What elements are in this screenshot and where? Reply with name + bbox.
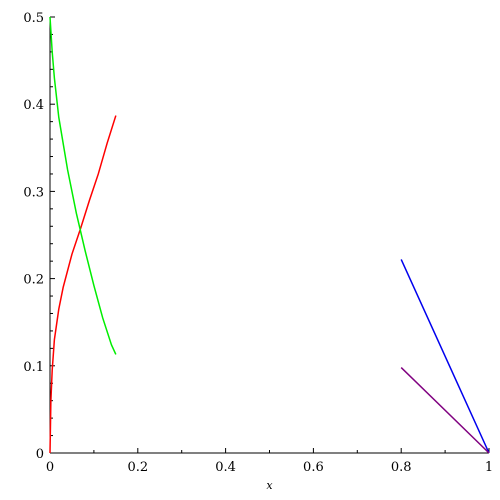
y-tick-label: 0.5 [23, 11, 44, 26]
series-line [400, 259, 490, 454]
x-tick-label: 0.6 [303, 460, 324, 475]
x-tick-label: 0 [46, 460, 54, 475]
y-ticks: 0 0.1 0.2 0.3 0.4 0.5 [23, 11, 55, 462]
x-ticks: 0 0.2 0.4 0.6 0.8 1 [46, 448, 493, 475]
x-tick-label: 1 [485, 460, 493, 475]
y-tick-label: 0.2 [23, 273, 44, 288]
series-line [49, 16, 117, 355]
x-tick-label: 0.8 [391, 460, 412, 475]
x-tick-label: 0.2 [127, 460, 148, 475]
y-tick-label: 0.4 [23, 98, 44, 113]
series-group [49, 16, 490, 454]
axes [49, 17, 489, 454]
y-tick-label: 0 [36, 447, 44, 462]
x-axis-title: x [266, 479, 273, 492]
y-tick-label: 0.3 [23, 185, 44, 200]
y-tick-label: 0.1 [23, 360, 44, 375]
series-line [400, 367, 490, 454]
x-tick-label: 0.4 [215, 460, 236, 475]
series-line [49, 115, 117, 454]
